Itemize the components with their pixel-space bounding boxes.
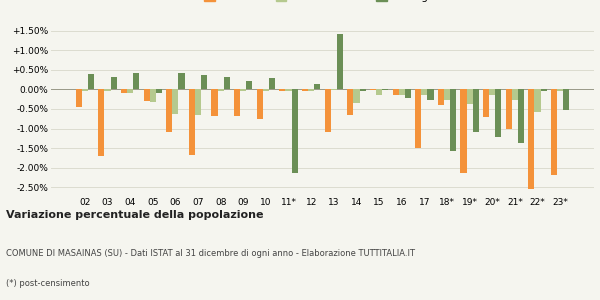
Bar bbox=[376, 89, 382, 95]
Bar bbox=[234, 89, 240, 116]
Bar bbox=[460, 89, 467, 173]
Bar bbox=[392, 89, 398, 95]
Bar bbox=[280, 89, 286, 92]
Bar bbox=[518, 89, 524, 143]
Bar bbox=[353, 89, 359, 103]
Bar bbox=[218, 89, 224, 92]
Bar bbox=[172, 89, 178, 114]
Bar bbox=[415, 89, 421, 148]
Bar bbox=[535, 89, 541, 112]
Bar bbox=[292, 89, 298, 173]
Bar bbox=[195, 89, 201, 115]
Bar bbox=[88, 74, 94, 89]
Bar bbox=[496, 89, 502, 137]
Bar bbox=[359, 89, 365, 91]
Bar bbox=[82, 89, 88, 92]
Bar bbox=[269, 79, 275, 89]
Bar bbox=[149, 89, 156, 102]
Bar bbox=[489, 89, 496, 95]
Bar bbox=[421, 89, 427, 95]
Text: COMUNE DI MASAINAS (SU) - Dati ISTAT al 31 dicembre di ogni anno - Elaborazione : COMUNE DI MASAINAS (SU) - Dati ISTAT al … bbox=[6, 249, 415, 258]
Bar bbox=[143, 89, 149, 101]
Bar bbox=[506, 89, 512, 128]
Bar bbox=[302, 89, 308, 92]
Bar bbox=[247, 81, 253, 89]
Bar bbox=[450, 89, 456, 151]
Bar bbox=[133, 73, 139, 89]
Bar bbox=[211, 89, 218, 116]
Bar bbox=[347, 89, 353, 115]
Bar bbox=[178, 73, 185, 89]
Bar bbox=[257, 89, 263, 119]
Bar bbox=[405, 89, 411, 98]
Bar bbox=[473, 89, 479, 132]
Legend: Masainas, Provincia di SU, Sardegna: Masainas, Provincia di SU, Sardegna bbox=[200, 0, 445, 6]
Bar bbox=[224, 76, 230, 89]
Bar bbox=[166, 89, 172, 132]
Bar bbox=[557, 89, 563, 92]
Bar bbox=[308, 89, 314, 92]
Bar bbox=[427, 89, 434, 100]
Bar bbox=[529, 89, 535, 189]
Bar bbox=[541, 89, 547, 91]
Bar bbox=[127, 89, 133, 93]
Bar bbox=[467, 89, 473, 104]
Bar bbox=[444, 89, 450, 100]
Bar bbox=[263, 89, 269, 92]
Bar bbox=[314, 84, 320, 89]
Bar bbox=[240, 89, 247, 92]
Bar bbox=[370, 89, 376, 90]
Text: (*) post-censimento: (*) post-censimento bbox=[6, 279, 89, 288]
Bar bbox=[110, 76, 116, 89]
Bar bbox=[201, 75, 207, 89]
Bar bbox=[382, 89, 388, 90]
Bar bbox=[104, 89, 110, 92]
Bar bbox=[512, 89, 518, 100]
Bar bbox=[483, 89, 489, 117]
Bar bbox=[563, 89, 569, 110]
Bar bbox=[551, 89, 557, 176]
Bar bbox=[286, 89, 292, 92]
Bar bbox=[121, 89, 127, 93]
Bar bbox=[438, 89, 444, 105]
Bar bbox=[156, 89, 162, 93]
Bar bbox=[325, 89, 331, 132]
Text: Variazione percentuale della popolazione: Variazione percentuale della popolazione bbox=[6, 210, 263, 220]
Bar bbox=[337, 34, 343, 89]
Bar bbox=[76, 89, 82, 107]
Bar bbox=[331, 89, 337, 90]
Bar bbox=[189, 89, 195, 155]
Bar bbox=[98, 89, 104, 156]
Bar bbox=[398, 89, 405, 95]
